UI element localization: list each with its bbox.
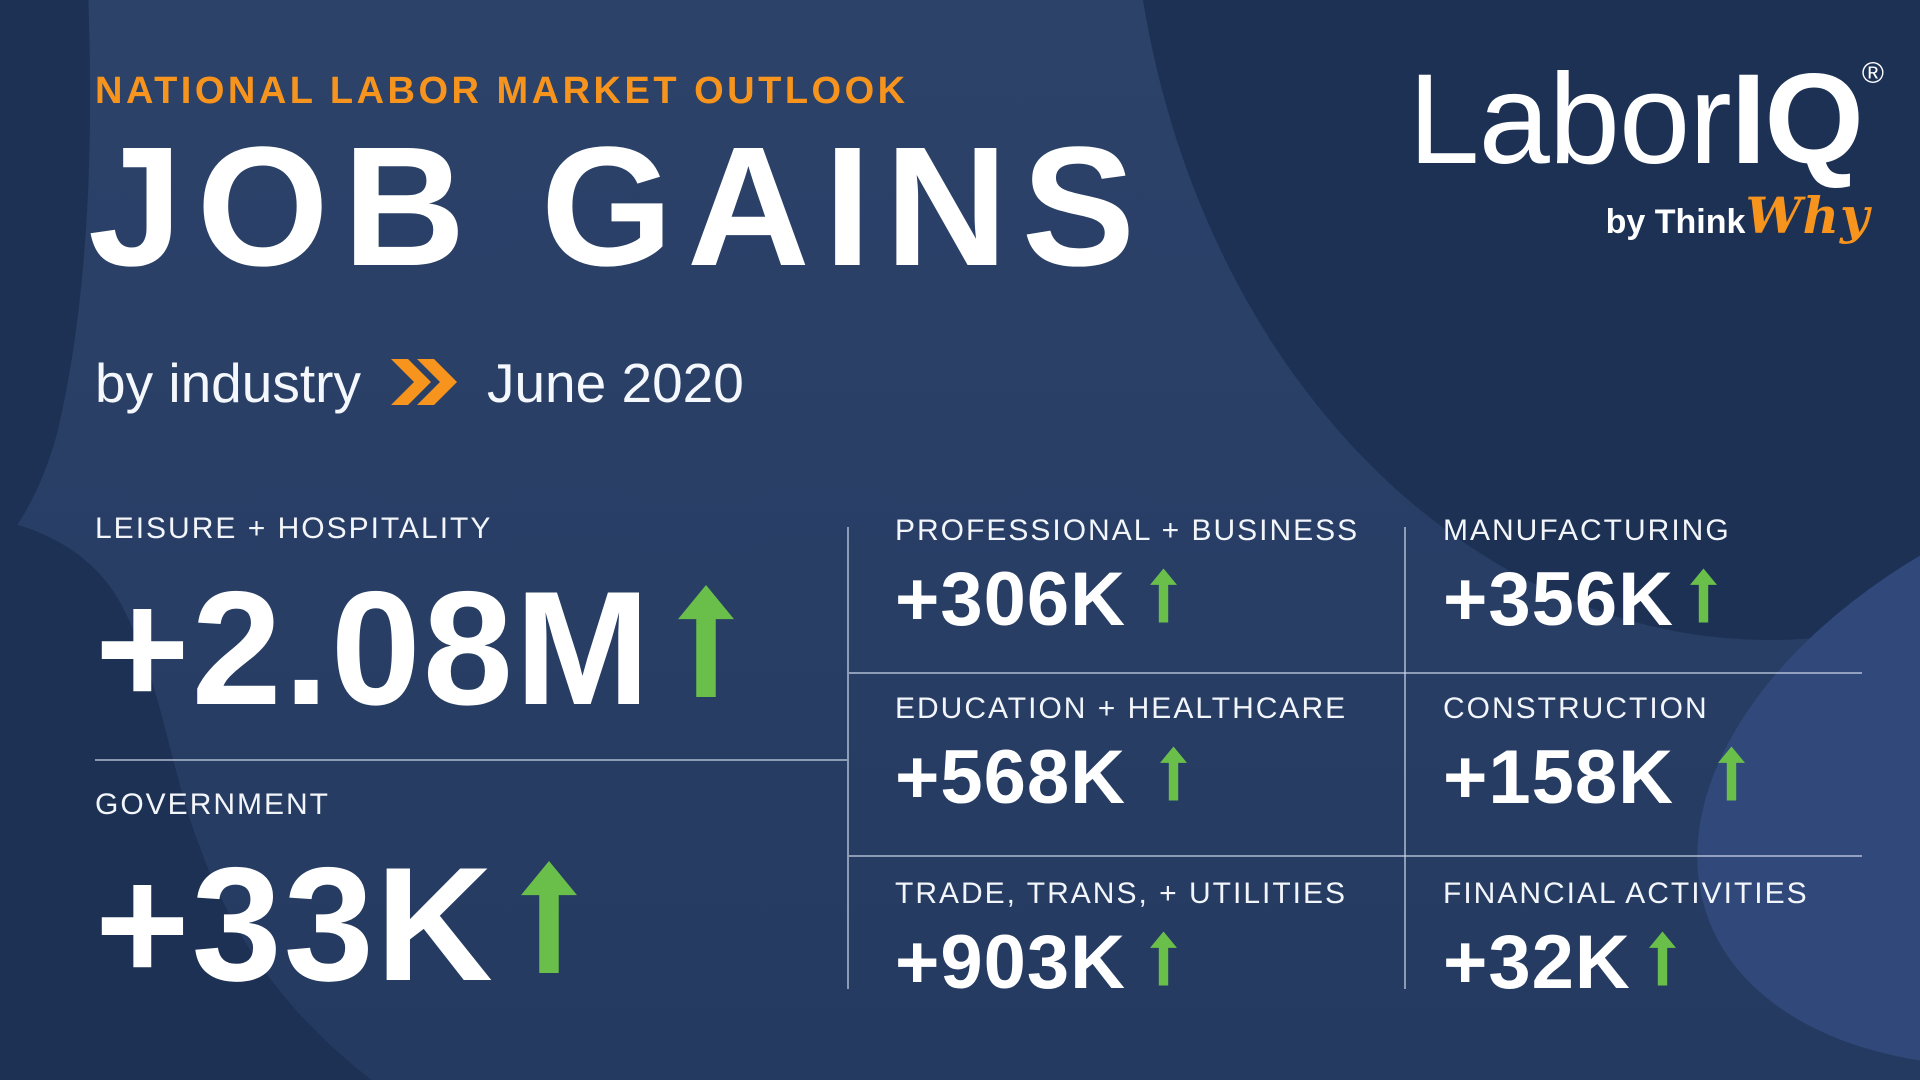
background-blob-top-right: [1143, 0, 1920, 640]
background-blob-bottom-left: [0, 520, 372, 1080]
brand-name-bold: IQ: [1730, 48, 1864, 191]
stat-value: +356K: [1443, 557, 1675, 642]
up-arrow-icon: [677, 585, 734, 697]
brand-wordmark: LaborIQ®: [1408, 56, 1884, 184]
registered-trademark-icon: ®: [1861, 57, 1884, 90]
stat-industry-label: PROFESSIONAL + BUSINESS: [895, 514, 1360, 547]
stat-value: +2.08M: [95, 558, 652, 739]
stat-cell-leisure-hospitality: LEISURE + HOSPITALITY +2.08M: [95, 512, 734, 730]
kicker: NATIONAL LABOR MARKET OUTLOOK: [95, 70, 909, 112]
stat-industry-label: MANUFACTURING: [1443, 514, 1731, 547]
stat-value-row: +33K: [95, 844, 577, 1006]
stat-industry-label: GOVERNMENT: [95, 788, 331, 821]
stat-value-row: +306K: [895, 562, 1359, 638]
stat-cell-manufacturing: MANUFACTURING +356K: [1443, 514, 1731, 638]
brand-byline-script: Why: [1745, 186, 1870, 245]
divider-vertical-2: [1404, 527, 1406, 989]
stat-value-row: +903K: [895, 925, 1347, 1001]
stat-cell-financial-activities: FINANCIAL ACTIVITIES +32K: [1443, 877, 1809, 1001]
up-arrow-icon: [1690, 568, 1718, 623]
stat-industry-label: TRADE, TRANS, + UTILITIES: [895, 877, 1348, 910]
subtitle-suffix: June 2020: [486, 352, 744, 414]
stat-value: +306K: [895, 557, 1127, 642]
stat-cell-trade-trans-utilities: TRADE, TRANS, + UTILITIES +903K: [895, 877, 1347, 1001]
divider-row-2-horizontal: [849, 855, 1862, 857]
up-arrow-icon: [1160, 746, 1188, 801]
stat-cell-construction: CONSTRUCTION +158K: [1443, 692, 1746, 820]
stat-value-row: +32K: [1443, 925, 1809, 1001]
stat-cell-government: GOVERNMENT +33K: [95, 788, 577, 1006]
stat-value-row: +158K: [1443, 735, 1746, 820]
stat-value-row: +2.08M: [95, 568, 734, 730]
divider-vertical-1: [847, 527, 849, 989]
stat-cell-education-healthcare: EDUCATION + HEALTHCARE +568K: [895, 692, 1347, 816]
up-arrow-icon: [1150, 568, 1178, 623]
stat-value: +568K: [895, 735, 1127, 820]
subtitle: by industry June 2020: [95, 348, 744, 418]
background-blob-right: [1697, 453, 1920, 1067]
up-arrow-icon: [1718, 746, 1746, 801]
stat-value: +32K: [1443, 920, 1631, 1005]
background-blob-top-left: [0, 0, 91, 548]
stat-value-row: +356K: [1443, 562, 1731, 638]
subtitle-prefix: by industry: [95, 352, 361, 414]
divider-left-horizontal: [95, 759, 847, 761]
up-arrow-icon: [1648, 931, 1676, 986]
page-title: JOB GAINS: [88, 112, 1150, 302]
up-arrow-icon: [1150, 931, 1178, 986]
brand-byline-text: by Think: [1605, 203, 1746, 241]
stat-industry-label: EDUCATION + HEALTHCARE: [895, 692, 1348, 725]
brand-byline: by ThinkWhy: [1408, 186, 1870, 245]
stat-value: +158K: [1443, 735, 1675, 820]
stat-industry-label: FINANCIAL ACTIVITIES: [1443, 877, 1809, 910]
stat-value: +903K: [895, 920, 1127, 1005]
brand-logo: LaborIQ® by ThinkWhy: [1408, 56, 1884, 246]
stat-value: +33K: [95, 834, 495, 1015]
double-chevron-icon: [390, 354, 457, 418]
stat-industry-label: LEISURE + HOSPITALITY: [95, 512, 493, 545]
stat-value-row: +568K: [895, 740, 1347, 816]
stat-cell-professional-business: PROFESSIONAL + BUSINESS +306K: [895, 514, 1359, 638]
stat-industry-label: CONSTRUCTION: [1443, 692, 1709, 725]
brand-name-light: Labor: [1408, 48, 1731, 191]
up-arrow-icon: [520, 861, 577, 973]
divider-row-1-horizontal: [849, 672, 1862, 674]
